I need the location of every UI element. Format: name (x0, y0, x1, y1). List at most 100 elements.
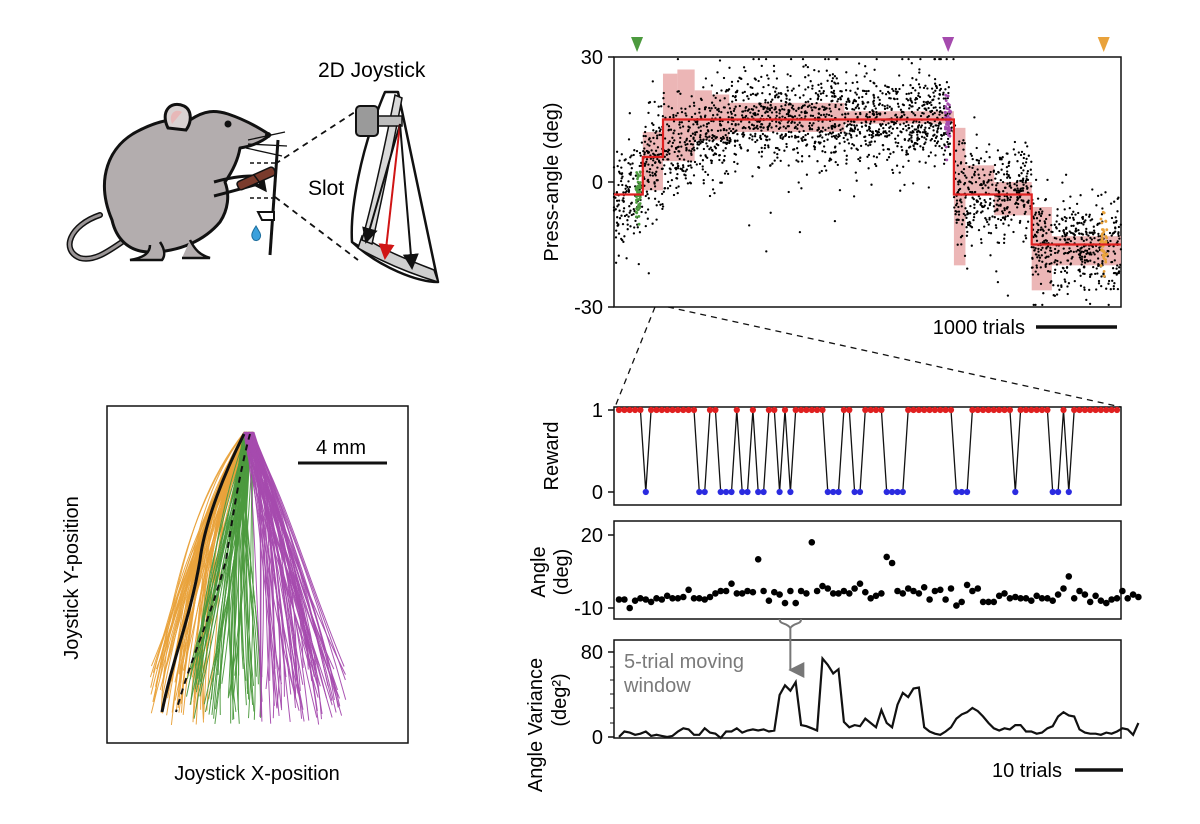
rewarded-trial-point (819, 406, 826, 414)
press-angle-point (785, 112, 789, 116)
press-angle-point (714, 147, 718, 150)
press-angle-point (989, 170, 992, 174)
press-angle-point (759, 137, 763, 141)
press-angle-point (1045, 232, 1048, 235)
press-angle-point (780, 133, 783, 136)
press-angle-point (1055, 227, 1058, 230)
press-angle-point (865, 72, 868, 75)
press-angle-point (1111, 267, 1115, 270)
press-angle-point (708, 106, 711, 110)
press-angle-point (821, 120, 824, 123)
press-angle-point (1000, 158, 1003, 161)
press-angle-point (1084, 230, 1088, 233)
press-angle-point (1064, 173, 1068, 176)
angle-point (787, 587, 794, 595)
press-angle-point (1005, 165, 1009, 169)
press-angle-point (768, 107, 771, 110)
press-angle-point (1034, 303, 1037, 307)
press-angle-point (734, 98, 738, 102)
press-angle-point (944, 97, 947, 100)
angle-point (1086, 598, 1094, 606)
press-angle-point (1001, 156, 1004, 159)
press-angle-point (955, 221, 958, 224)
press-angle-point (670, 145, 673, 148)
press-angle-point (811, 109, 814, 112)
press-angle-point (734, 170, 737, 173)
press-angle-point (915, 130, 919, 134)
press-angle-point (778, 116, 781, 119)
press-angle-point (677, 90, 680, 93)
orange-trajectory (182, 431, 249, 715)
rewarded-trial-point (798, 406, 805, 414)
press-angle-point (1079, 194, 1082, 197)
press-angle-point (736, 139, 739, 142)
press-angle-point (924, 126, 927, 129)
green-trajectory (195, 431, 248, 685)
rewarded-trial-point (1033, 406, 1040, 414)
press-angle-point (1044, 265, 1047, 268)
press-angle-point (706, 129, 710, 132)
press-angle-point (769, 211, 772, 214)
green-trial-point (638, 181, 642, 184)
press-angle-point (1001, 180, 1005, 184)
press-angle-point (730, 112, 733, 115)
rewarded-trial-point (1028, 406, 1035, 414)
press-angle-point (905, 92, 908, 96)
press-angle-point (938, 144, 941, 148)
press-angle-point (622, 200, 625, 203)
press-angle-point (823, 164, 826, 168)
press-angle-point (905, 151, 908, 154)
press-angle-point (786, 86, 789, 89)
press-angle-point (1008, 181, 1012, 185)
press-angle-point (687, 125, 690, 128)
press-angle-point (678, 121, 681, 124)
press-angle-point (847, 97, 850, 100)
press-angle-point (702, 178, 705, 182)
press-angle-point (728, 141, 731, 145)
rewarded-trial-point (765, 406, 773, 414)
press-angle-point (1065, 266, 1069, 269)
angle-point (1103, 599, 1110, 607)
press-angle-point (627, 161, 630, 165)
press-angle-point (701, 168, 704, 171)
press-angle-point (675, 114, 678, 117)
press-angle-point (724, 147, 727, 150)
press-angle-point (676, 155, 679, 158)
press-angle-point (742, 110, 745, 113)
press-angle-point (1041, 234, 1045, 237)
press-angle-point (1073, 279, 1076, 283)
press-angle-point (1014, 153, 1017, 156)
angle-point (696, 595, 703, 602)
press-angle-point (851, 142, 854, 146)
press-angle-point (922, 148, 925, 151)
press-angle-point (840, 95, 844, 98)
press-angle-point (961, 234, 964, 238)
press-angle-point (909, 131, 912, 134)
press-angle-point (684, 170, 687, 173)
green-trial-point (638, 203, 641, 207)
press-angle-point (776, 96, 780, 99)
press-angle-point (855, 179, 858, 182)
press-angle-point (761, 132, 765, 136)
press-angle-point (760, 129, 763, 132)
press-angle-point (627, 180, 630, 183)
press-angle-point (624, 184, 628, 187)
press-angle-point (616, 205, 619, 208)
press-angle-point (820, 82, 823, 85)
press-angle-point (785, 101, 788, 104)
press-angle-point (990, 178, 993, 182)
press-angle-point (786, 125, 789, 128)
press-angle-point (1066, 292, 1069, 296)
press-angle-point (617, 254, 620, 257)
press-angle-point (858, 132, 862, 135)
press-angle-point (669, 171, 672, 174)
press-angle-point (936, 140, 940, 143)
press-angle-point (1077, 228, 1080, 232)
press-angle-point (995, 203, 998, 206)
press-angle-point (680, 145, 683, 148)
press-angle-point (794, 93, 797, 97)
press-angle-point (668, 167, 671, 170)
press-angle-point (1081, 233, 1085, 236)
press-angle-point (795, 159, 798, 162)
press-angle-point (829, 158, 833, 161)
